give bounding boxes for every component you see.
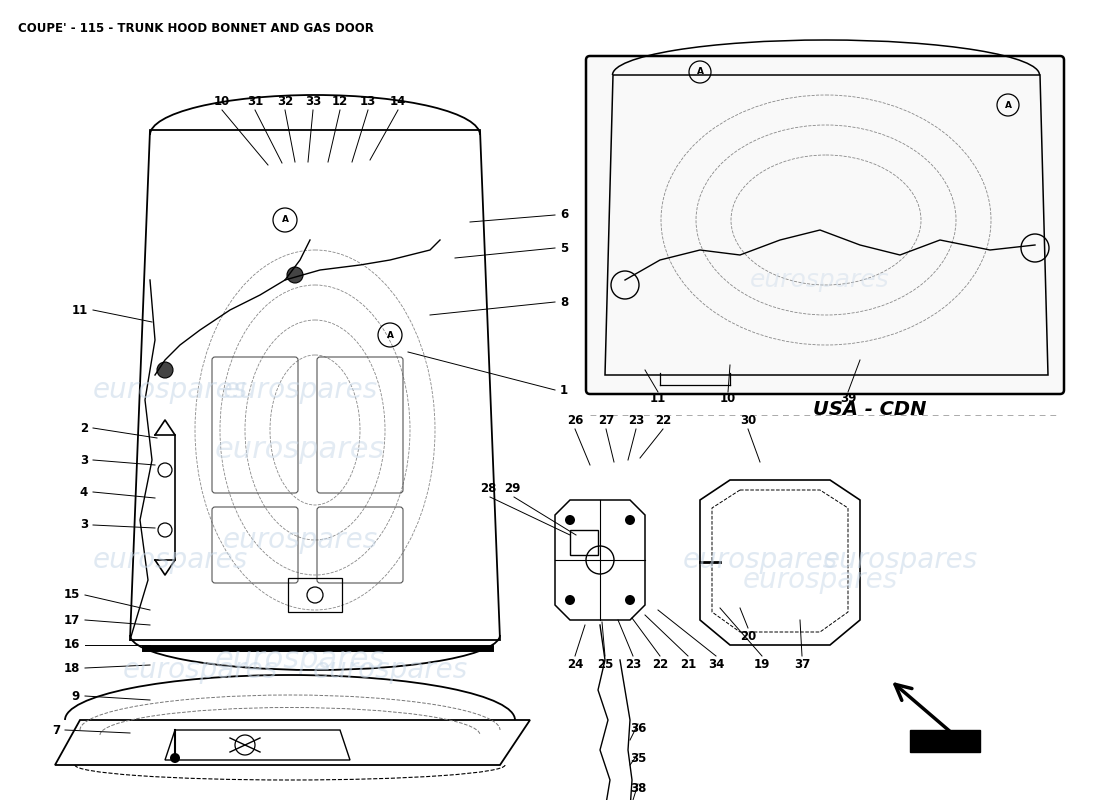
Text: 14: 14	[389, 95, 406, 108]
Text: eurospares: eurospares	[742, 566, 898, 594]
Circle shape	[565, 595, 575, 605]
Text: 18: 18	[64, 662, 80, 674]
Text: COUPE' - 115 - TRUNK HOOD BONNET AND GAS DOOR: COUPE' - 115 - TRUNK HOOD BONNET AND GAS…	[18, 22, 374, 35]
Text: 32: 32	[277, 95, 293, 108]
Text: 17: 17	[64, 614, 80, 626]
Text: eurospares: eurospares	[222, 526, 377, 554]
Text: A: A	[282, 215, 288, 225]
Text: 6: 6	[560, 209, 569, 222]
Text: eurospares: eurospares	[312, 656, 468, 684]
Text: 39: 39	[839, 392, 856, 405]
Text: 9: 9	[72, 690, 80, 702]
Text: eurospares: eurospares	[682, 546, 837, 574]
Text: 37: 37	[794, 658, 810, 671]
Text: 27: 27	[598, 414, 614, 427]
Circle shape	[625, 515, 635, 525]
Text: 19: 19	[754, 658, 770, 671]
Circle shape	[157, 362, 173, 378]
Circle shape	[565, 515, 575, 525]
Text: 12: 12	[332, 95, 348, 108]
Text: 28: 28	[480, 482, 496, 495]
Circle shape	[625, 595, 635, 605]
Text: 2: 2	[80, 422, 88, 434]
Text: eurospares: eurospares	[92, 376, 248, 404]
Circle shape	[170, 753, 180, 763]
Text: 33: 33	[305, 95, 321, 108]
Text: 3: 3	[80, 454, 88, 466]
Text: 7: 7	[52, 723, 60, 737]
Text: 29: 29	[504, 482, 520, 495]
Text: 20: 20	[740, 630, 756, 643]
Text: A: A	[1004, 101, 1012, 110]
Text: 25: 25	[597, 658, 613, 671]
Text: 21: 21	[680, 658, 696, 671]
Text: USA - CDN: USA - CDN	[813, 400, 926, 419]
Text: 1: 1	[560, 383, 568, 397]
Text: 23: 23	[628, 414, 645, 427]
Text: 10: 10	[719, 392, 736, 405]
Text: 15: 15	[64, 589, 80, 602]
Text: 23: 23	[625, 658, 641, 671]
Polygon shape	[910, 730, 980, 752]
Text: 36: 36	[630, 722, 646, 735]
Text: eurospares: eurospares	[222, 376, 377, 404]
Text: 22: 22	[652, 658, 668, 671]
Text: 34: 34	[707, 658, 724, 671]
Text: 30: 30	[740, 414, 756, 427]
Text: eurospares: eurospares	[122, 656, 277, 684]
Text: 24: 24	[566, 658, 583, 671]
Text: 22: 22	[654, 414, 671, 427]
Text: 35: 35	[630, 752, 646, 765]
Text: 5: 5	[560, 242, 569, 254]
Text: 11: 11	[72, 303, 88, 317]
Text: eurospares: eurospares	[214, 435, 385, 465]
Text: 16: 16	[64, 638, 80, 651]
Text: 38: 38	[630, 782, 646, 795]
Text: 31: 31	[246, 95, 263, 108]
Text: 4: 4	[79, 486, 88, 498]
Circle shape	[287, 267, 303, 283]
Text: 13: 13	[360, 95, 376, 108]
FancyBboxPatch shape	[586, 56, 1064, 394]
Text: eurospares: eurospares	[823, 546, 978, 574]
Text: 10: 10	[213, 95, 230, 108]
Text: A: A	[386, 330, 394, 339]
Text: 3: 3	[80, 518, 88, 531]
Text: eurospares: eurospares	[214, 646, 385, 674]
Text: 11: 11	[650, 392, 667, 405]
Text: eurospares: eurospares	[92, 546, 248, 574]
Text: 26: 26	[566, 414, 583, 427]
Text: A: A	[696, 67, 704, 77]
Text: 8: 8	[560, 295, 569, 309]
Text: eurospares: eurospares	[750, 268, 890, 292]
